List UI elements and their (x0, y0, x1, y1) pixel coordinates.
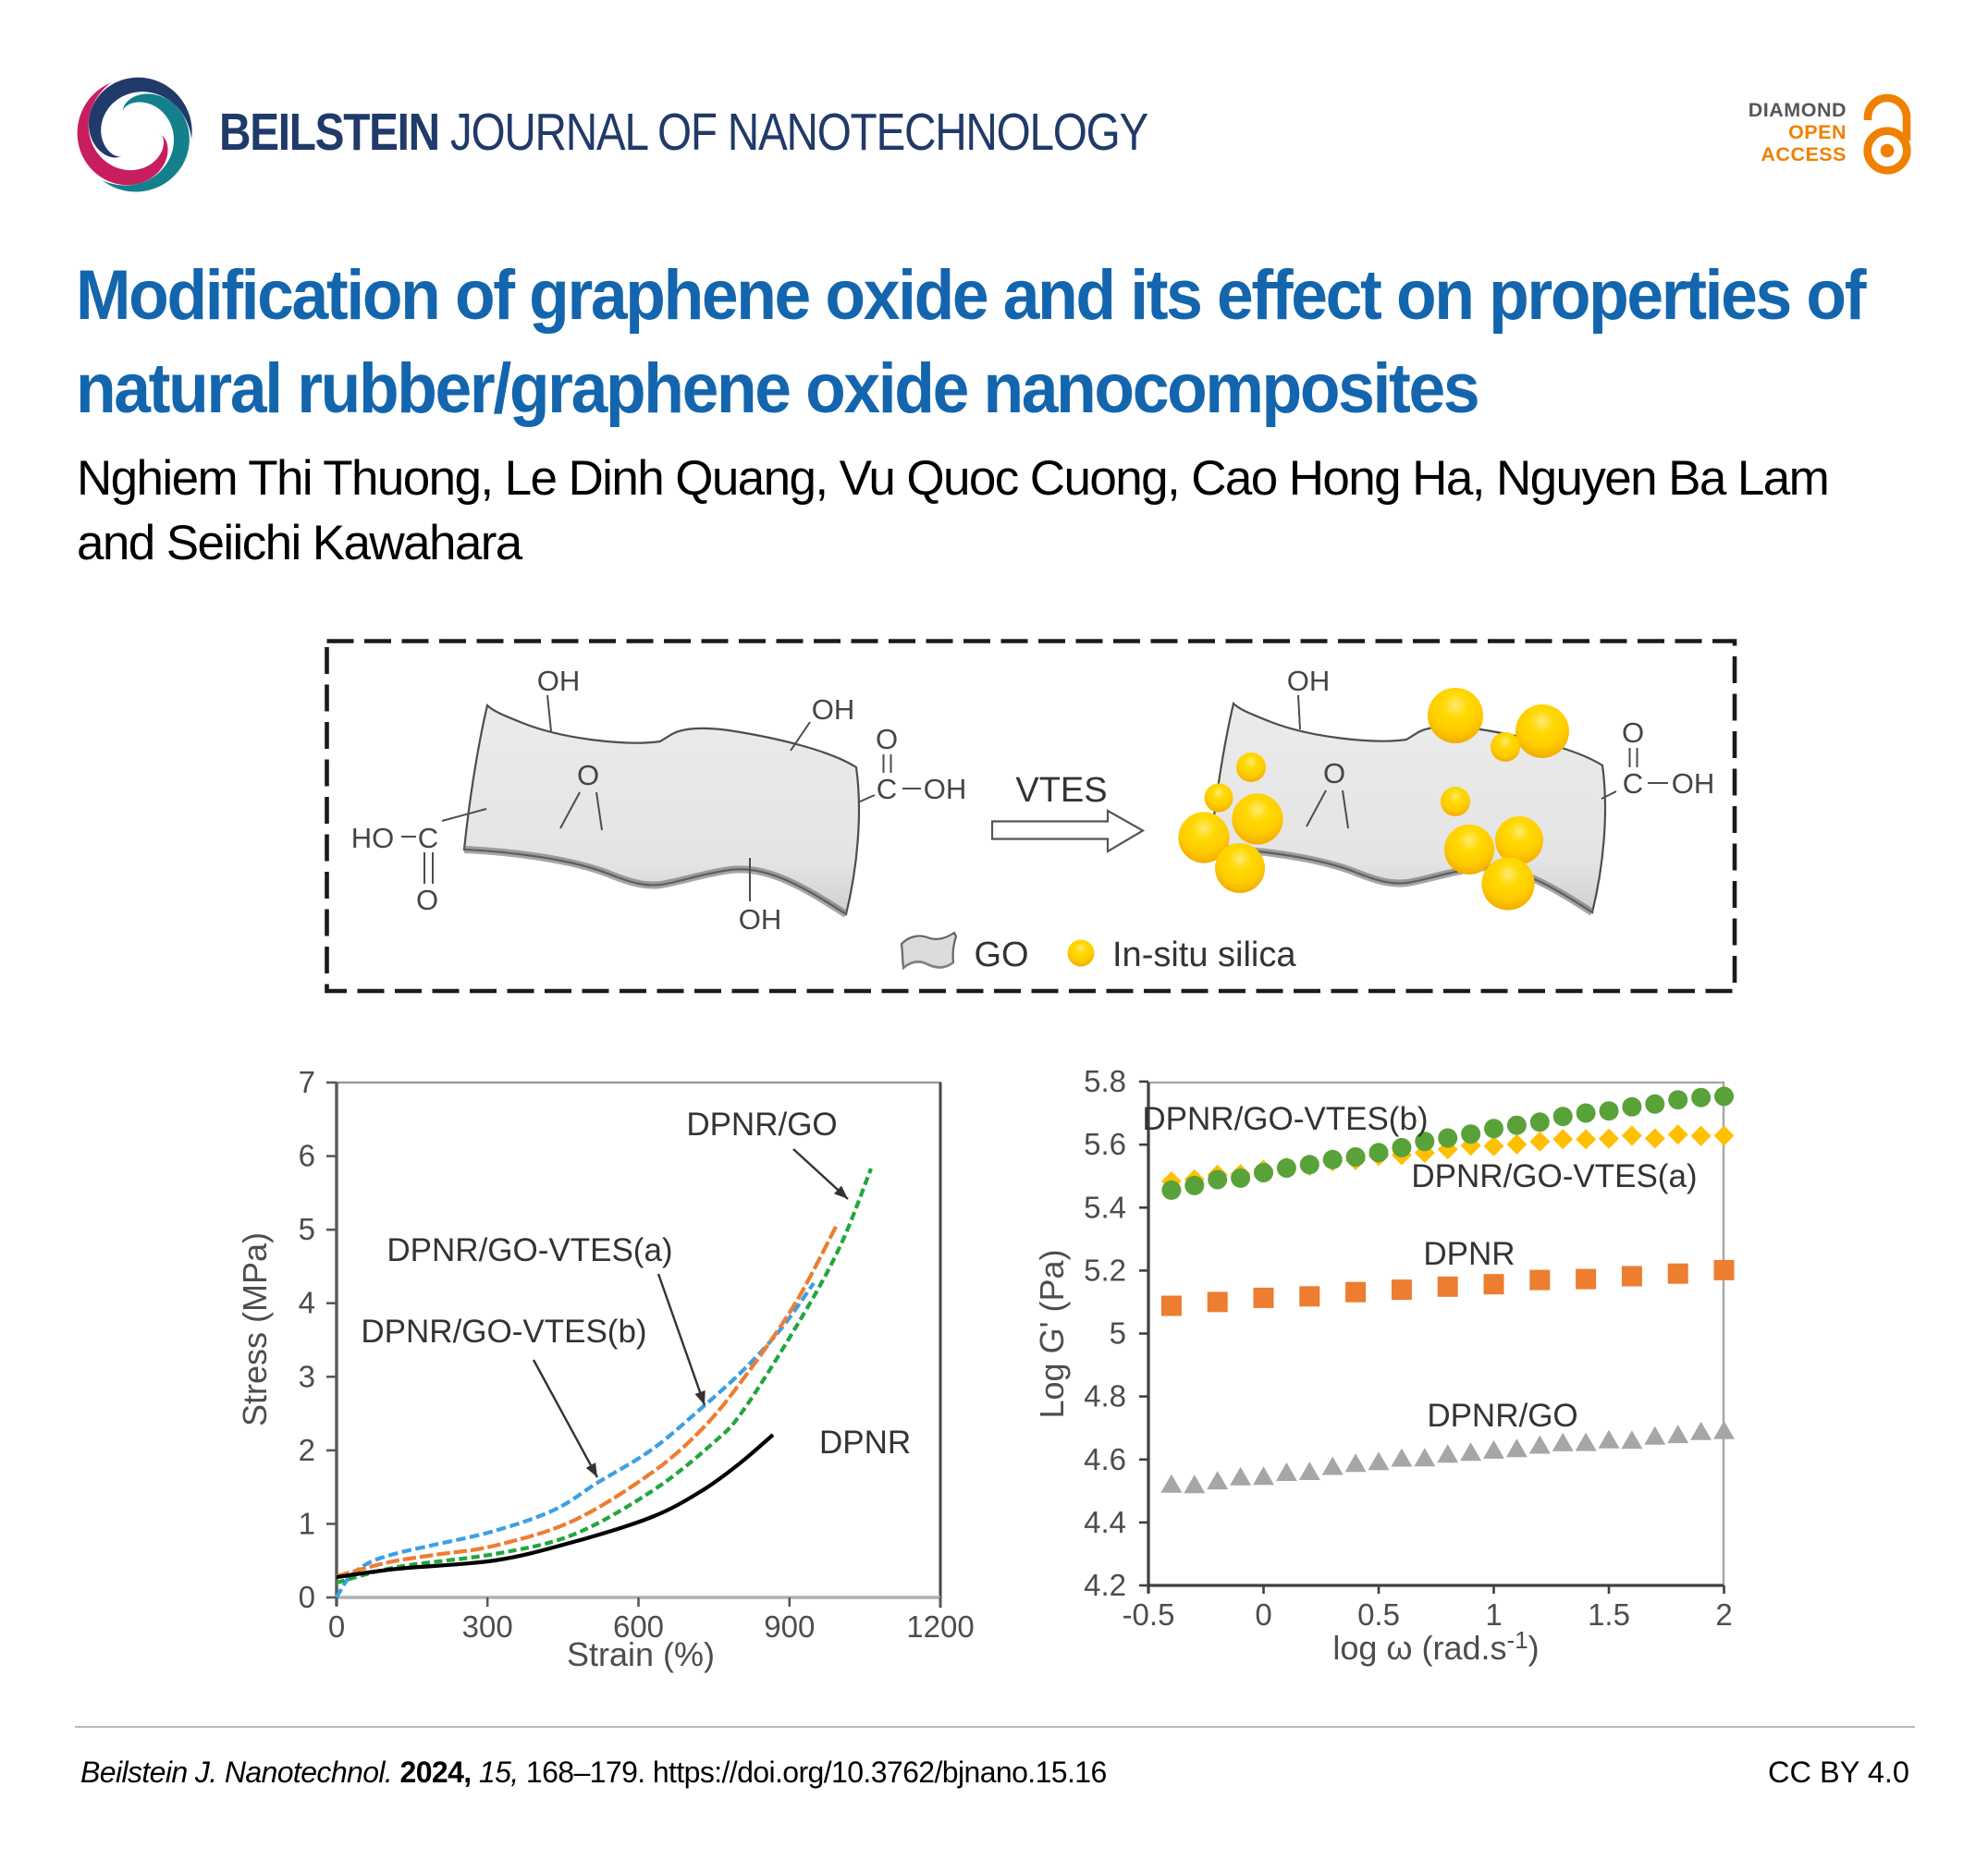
svg-text:Strain (%): Strain (%) (567, 1635, 715, 1673)
svg-text:O: O (1323, 757, 1345, 789)
svg-text:GO: GO (974, 936, 1028, 974)
svg-text:OH: OH (812, 693, 855, 726)
svg-text:4.4: 4.4 (1084, 1505, 1126, 1539)
svg-text:3: 3 (299, 1359, 315, 1393)
svg-text:HO: HO (351, 822, 395, 854)
svg-text:OH: OH (537, 665, 581, 697)
svg-text:0: 0 (1255, 1597, 1271, 1632)
svg-text:DPNR/GO-VTES(b): DPNR/GO-VTES(b) (361, 1314, 646, 1350)
svg-text:0.5: 0.5 (1357, 1597, 1400, 1632)
svg-text:0: 0 (328, 1609, 345, 1644)
svg-text:300: 300 (462, 1609, 513, 1644)
svg-text:4.8: 4.8 (1084, 1379, 1126, 1413)
svg-text:VTES: VTES (1015, 771, 1107, 810)
svg-text:5.8: 5.8 (1084, 1064, 1126, 1098)
svg-text:6: 6 (299, 1139, 315, 1173)
svg-text:DPNR/GO: DPNR/GO (686, 1107, 837, 1143)
svg-text:1: 1 (299, 1506, 315, 1540)
svg-text:5.2: 5.2 (1084, 1253, 1126, 1287)
svg-text:Log G' (Pa): Log G' (Pa) (1033, 1250, 1071, 1419)
svg-text:Stress (MPa): Stress (MPa) (236, 1232, 274, 1426)
svg-text:DPNR/GO: DPNR/GO (1427, 1398, 1577, 1434)
svg-text:900: 900 (764, 1609, 815, 1644)
svg-text:2: 2 (1715, 1597, 1732, 1632)
svg-text:DPNR/GO-VTES(b): DPNR/GO-VTES(b) (1142, 1101, 1428, 1137)
svg-text:5: 5 (299, 1212, 315, 1246)
svg-text:5.4: 5.4 (1084, 1190, 1126, 1224)
svg-text:1200: 1200 (906, 1609, 974, 1644)
svg-text:4.6: 4.6 (1084, 1442, 1126, 1476)
svg-text:DPNR: DPNR (819, 1425, 911, 1461)
svg-text:-0.5: -0.5 (1123, 1597, 1175, 1632)
svg-text:OH: OH (1672, 767, 1715, 800)
svg-text:2: 2 (299, 1433, 315, 1467)
svg-text:C: C (877, 773, 897, 805)
svg-text:In-situ silica: In-situ silica (1112, 936, 1296, 974)
svg-text:O: O (416, 884, 438, 916)
svg-text:DPNR: DPNR (1423, 1236, 1515, 1272)
svg-text:600: 600 (613, 1609, 664, 1644)
svg-text:log ω (rad.s-1): log ω (rad.s-1) (1332, 1626, 1539, 1667)
svg-text:OH: OH (739, 903, 782, 936)
svg-text:4: 4 (299, 1286, 315, 1320)
svg-text:O: O (1622, 716, 1644, 749)
svg-text:7: 7 (299, 1065, 315, 1099)
svg-text:O: O (876, 723, 898, 755)
svg-text:OH: OH (924, 773, 967, 805)
svg-text:O: O (577, 759, 599, 791)
svg-text:1: 1 (1485, 1597, 1502, 1632)
svg-text:5: 5 (1110, 1316, 1126, 1351)
svg-text:C: C (1623, 767, 1643, 800)
svg-text:C: C (418, 822, 438, 854)
svg-text:0: 0 (299, 1580, 315, 1614)
svg-text:5.6: 5.6 (1084, 1127, 1126, 1161)
svg-text:1.5: 1.5 (1588, 1597, 1630, 1632)
svg-text:DPNR/GO-VTES(a): DPNR/GO-VTES(a) (1411, 1158, 1697, 1194)
svg-text:OH: OH (1287, 665, 1331, 697)
svg-text:4.2: 4.2 (1084, 1568, 1126, 1602)
svg-text:DPNR/GO-VTES(a): DPNR/GO-VTES(a) (387, 1232, 672, 1268)
